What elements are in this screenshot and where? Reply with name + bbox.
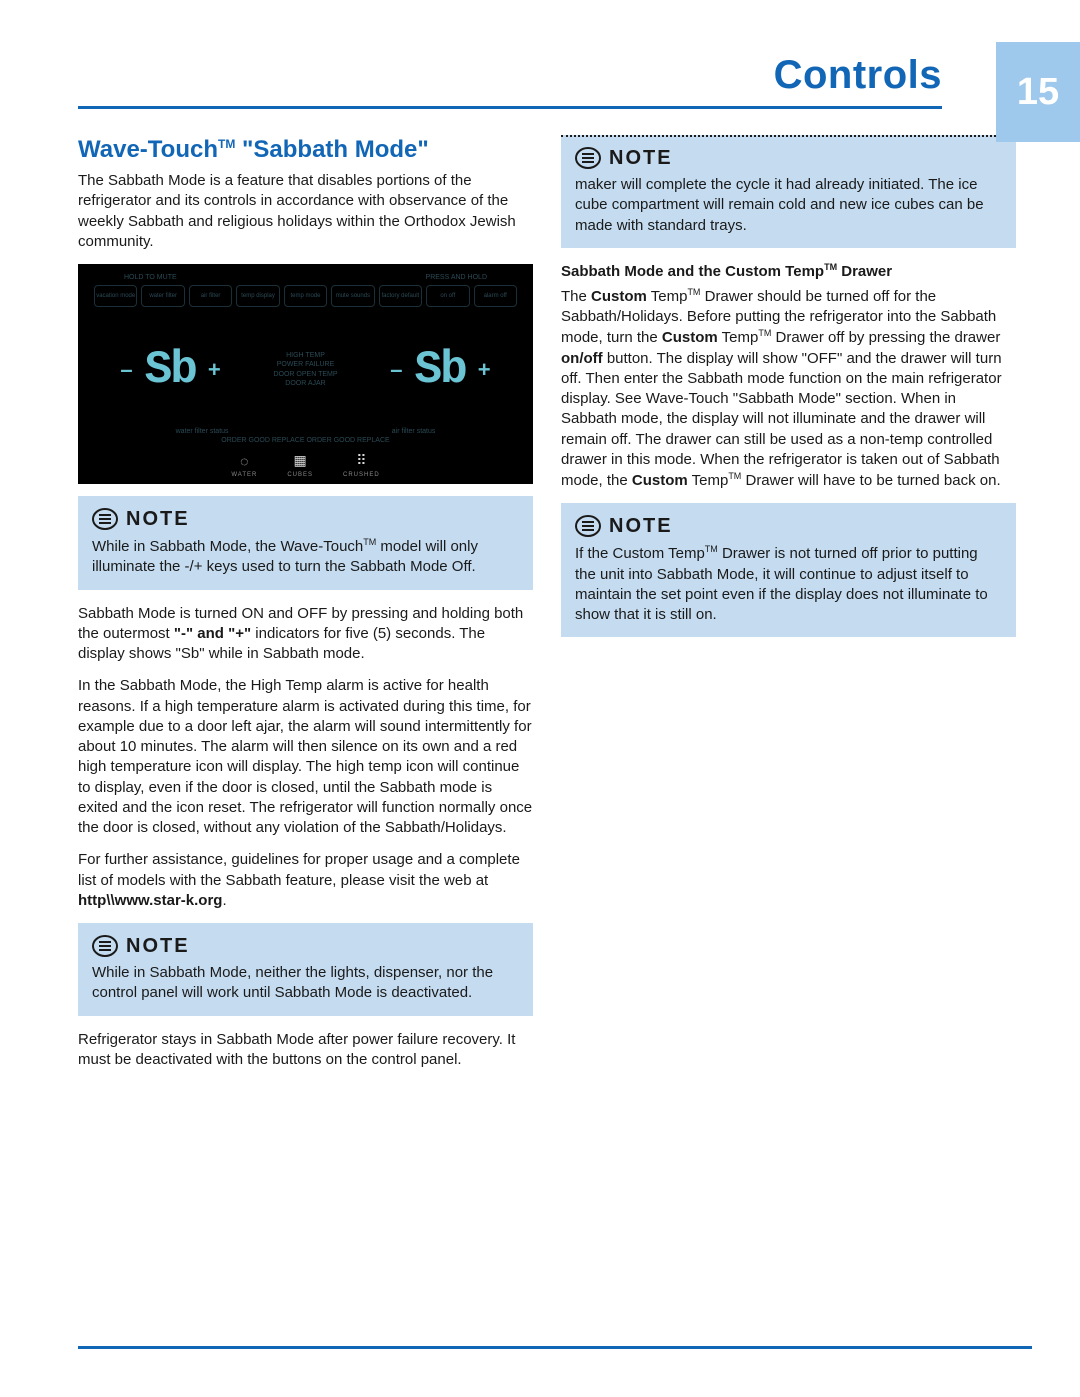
page-number: 15	[1017, 71, 1059, 114]
paragraph-2: Sabbath Mode is turned ON and OFF by pre…	[78, 604, 533, 665]
mid-label-line: DOOR OPEN TEMP	[273, 370, 337, 379]
note-icon	[575, 145, 601, 171]
panel-btn: factory default	[379, 285, 422, 307]
note-box-2: NOTE While in Sabbath Mode, neither the …	[78, 923, 533, 1016]
panel-btn: temp display	[236, 285, 279, 307]
water-drop-icon: ◌	[240, 453, 248, 469]
water-label: WATER	[231, 472, 257, 478]
paragraph-3: In the Sabbath Mode, the High Temp alarm…	[78, 676, 533, 838]
note-text: While in Sabbath Mode, neither the light…	[92, 963, 519, 1004]
note-label: NOTE	[609, 515, 673, 538]
note-text: If the Custom TempTM Drawer is not turne…	[575, 543, 1002, 625]
crushed-icon: ⠿	[356, 452, 366, 469]
status-left: water filter status	[176, 428, 229, 435]
left-column: Wave-TouchTM "Sabbath Mode" The Sabbath …	[78, 135, 533, 1082]
panel-status-words: ORDER GOOD REPLACE ORDER GOOD REPLACE	[94, 437, 517, 444]
note-icon	[575, 513, 601, 539]
panel-top-right: PRESS AND HOLD	[426, 274, 487, 281]
panel-btn: vacation mode	[94, 285, 137, 307]
note-text: While in Sabbath Mode, the Wave-TouchTM …	[92, 536, 519, 578]
panel-top-left: HOLD TO MUTE	[124, 274, 177, 281]
paragraph-4: For further assistance, guidelines for p…	[78, 850, 533, 911]
note1-pre: While in Sabbath Mode, the Wave-Touch	[92, 538, 363, 555]
subhead-b: Drawer	[837, 263, 892, 280]
panel-btn: alarm off	[474, 285, 517, 307]
panel-temp-left: – Sb +	[120, 344, 220, 396]
minus-icon: –	[120, 357, 132, 383]
plus-icon: +	[478, 357, 491, 383]
panel-btn: temp mode	[284, 285, 327, 307]
control-panel-figure: HOLD TO MUTE PRESS AND HOLD vacation mod…	[78, 264, 533, 484]
page-header: Controls	[48, 42, 1032, 98]
panel-btn: air filter	[189, 285, 232, 307]
header-rule	[78, 106, 942, 109]
panel-mid-label: HIGH TEMP POWER FAILURE DOOR OPEN TEMP D…	[273, 351, 337, 387]
note-header: NOTE	[92, 506, 519, 532]
panel-btn: mute sounds	[331, 285, 374, 307]
panel-btn: water filter	[141, 285, 184, 307]
cubes-icon: ▦	[294, 452, 307, 469]
paragraph-6: The Custom TempTM Drawer should be turne…	[561, 286, 1016, 492]
subheading: Sabbath Mode and the Custom TempTM Drawe…	[561, 262, 1016, 280]
minus-icon: –	[390, 357, 402, 383]
tm-mark: TM	[824, 262, 837, 272]
note-header: NOTE	[575, 145, 1002, 171]
intro-paragraph: The Sabbath Mode is a feature that disab…	[78, 171, 533, 252]
sb-display: Sb	[145, 344, 196, 396]
para4-c: .	[222, 892, 226, 909]
note-text: maker will complete the cycle it had alr…	[575, 175, 1002, 236]
mid-label-line: POWER FAILURE	[273, 360, 337, 369]
dispenser-water: ◌ WATER	[231, 453, 257, 478]
para4-b: http\\www.star-k.org	[78, 892, 222, 909]
footer-rule	[78, 1346, 1032, 1349]
dispenser-cubes: ▦ CUBES	[287, 452, 313, 478]
cubes-label: CUBES	[287, 472, 313, 478]
tm-mark: TM	[218, 137, 235, 151]
plus-icon: +	[208, 357, 221, 383]
panel-status-row: water filter status air filter status	[94, 428, 517, 435]
manual-page: 15 Controls Wave-TouchTM "Sabbath Mode" …	[0, 0, 1080, 1397]
panel-btn: on off	[426, 285, 469, 307]
section-title: Wave-TouchTM "Sabbath Mode"	[78, 135, 533, 165]
note-box-1: NOTE While in Sabbath Mode, the Wave-Tou…	[78, 496, 533, 590]
paragraph-5: Refrigerator stays in Sabbath Mode after…	[78, 1030, 533, 1071]
mid-label-line: DOOR AJAR	[273, 379, 337, 388]
note-box-4: NOTE If the Custom TempTM Drawer is not …	[561, 503, 1016, 637]
subhead-a: Sabbath Mode and the Custom Temp	[561, 263, 824, 280]
dispenser-crushed: ⠿ CRUSHED	[343, 452, 380, 478]
note-box-3: NOTE maker will complete the cycle it ha…	[561, 135, 1016, 248]
note-label: NOTE	[126, 508, 190, 531]
panel-temp-right: – Sb +	[390, 344, 490, 396]
panel-mid-row: – Sb + HIGH TEMP POWER FAILURE DOOR OPEN…	[94, 313, 517, 426]
section-title-pre: Wave-Touch	[78, 136, 218, 163]
sb-display: Sb	[415, 344, 466, 396]
page-title: Controls	[774, 53, 942, 98]
note-header: NOTE	[92, 933, 519, 959]
status-words: ORDER GOOD REPLACE ORDER GOOD REPLACE	[221, 437, 389, 444]
status-right: air filter status	[392, 428, 436, 435]
para4-a: For further assistance, guidelines for p…	[78, 851, 520, 888]
page-number-tab: 15	[996, 42, 1080, 142]
panel-dispenser-row: ◌ WATER ▦ CUBES ⠿ CRUSHED	[94, 452, 517, 478]
note-icon	[92, 933, 118, 959]
mid-label-line: HIGH TEMP	[273, 351, 337, 360]
right-column: NOTE maker will complete the cycle it ha…	[561, 135, 1016, 1082]
note-label: NOTE	[609, 147, 673, 170]
tm-mark: TM	[363, 537, 376, 547]
content-columns: Wave-TouchTM "Sabbath Mode" The Sabbath …	[78, 135, 1032, 1082]
note-header: NOTE	[575, 513, 1002, 539]
note-label: NOTE	[126, 935, 190, 958]
panel-button-row: vacation mode water filter air filter te…	[94, 285, 517, 307]
para2-b: "-" and "+"	[174, 625, 251, 642]
panel-top-labels: HOLD TO MUTE PRESS AND HOLD	[94, 274, 517, 281]
section-title-post: "Sabbath Mode"	[235, 136, 428, 163]
crushed-label: CRUSHED	[343, 472, 380, 478]
note-icon	[92, 506, 118, 532]
